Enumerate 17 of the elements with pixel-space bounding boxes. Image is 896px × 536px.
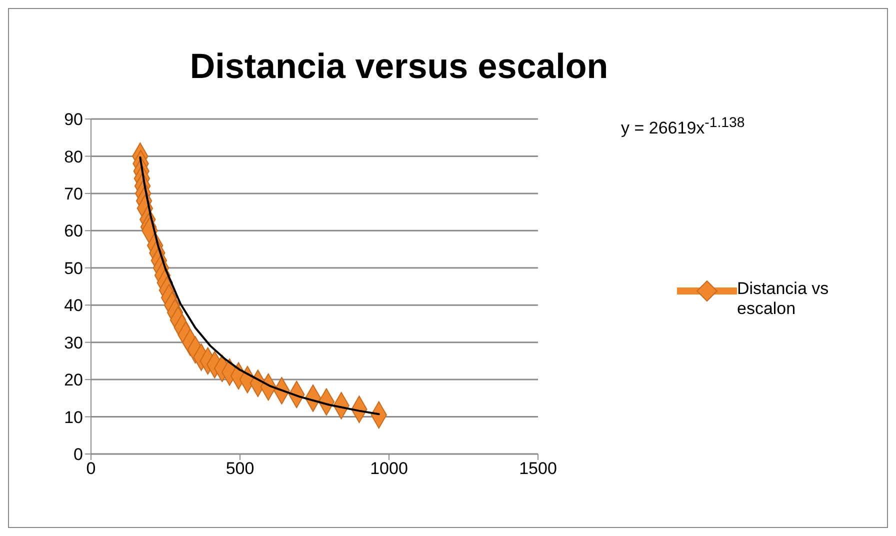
chart-title: Distancia versus escalon xyxy=(188,47,610,87)
y-tick-label: 30 xyxy=(64,333,83,352)
y-tick-label: 0 xyxy=(74,445,83,464)
y-tick-label: 70 xyxy=(64,184,83,204)
y-tick-label: 10 xyxy=(64,408,83,427)
x-tick-label: 500 xyxy=(226,459,254,478)
y-tick-label: 50 xyxy=(64,258,83,278)
x-tick-label: 1500 xyxy=(519,459,557,478)
legend-label: Distancia vs escalon xyxy=(737,279,830,319)
text: y = 26619x$^{-1.138}$ xyxy=(621,115,745,139)
y-tick-label: 40 xyxy=(64,296,83,316)
x-tick-label: 0 xyxy=(86,459,96,478)
y-tick-label: 90 xyxy=(64,110,83,130)
y-tick-label: 80 xyxy=(64,147,83,166)
y-tick-label: 60 xyxy=(64,222,83,241)
x-tick-label: 1000 xyxy=(370,459,408,478)
y-tick-label: 20 xyxy=(64,370,83,390)
